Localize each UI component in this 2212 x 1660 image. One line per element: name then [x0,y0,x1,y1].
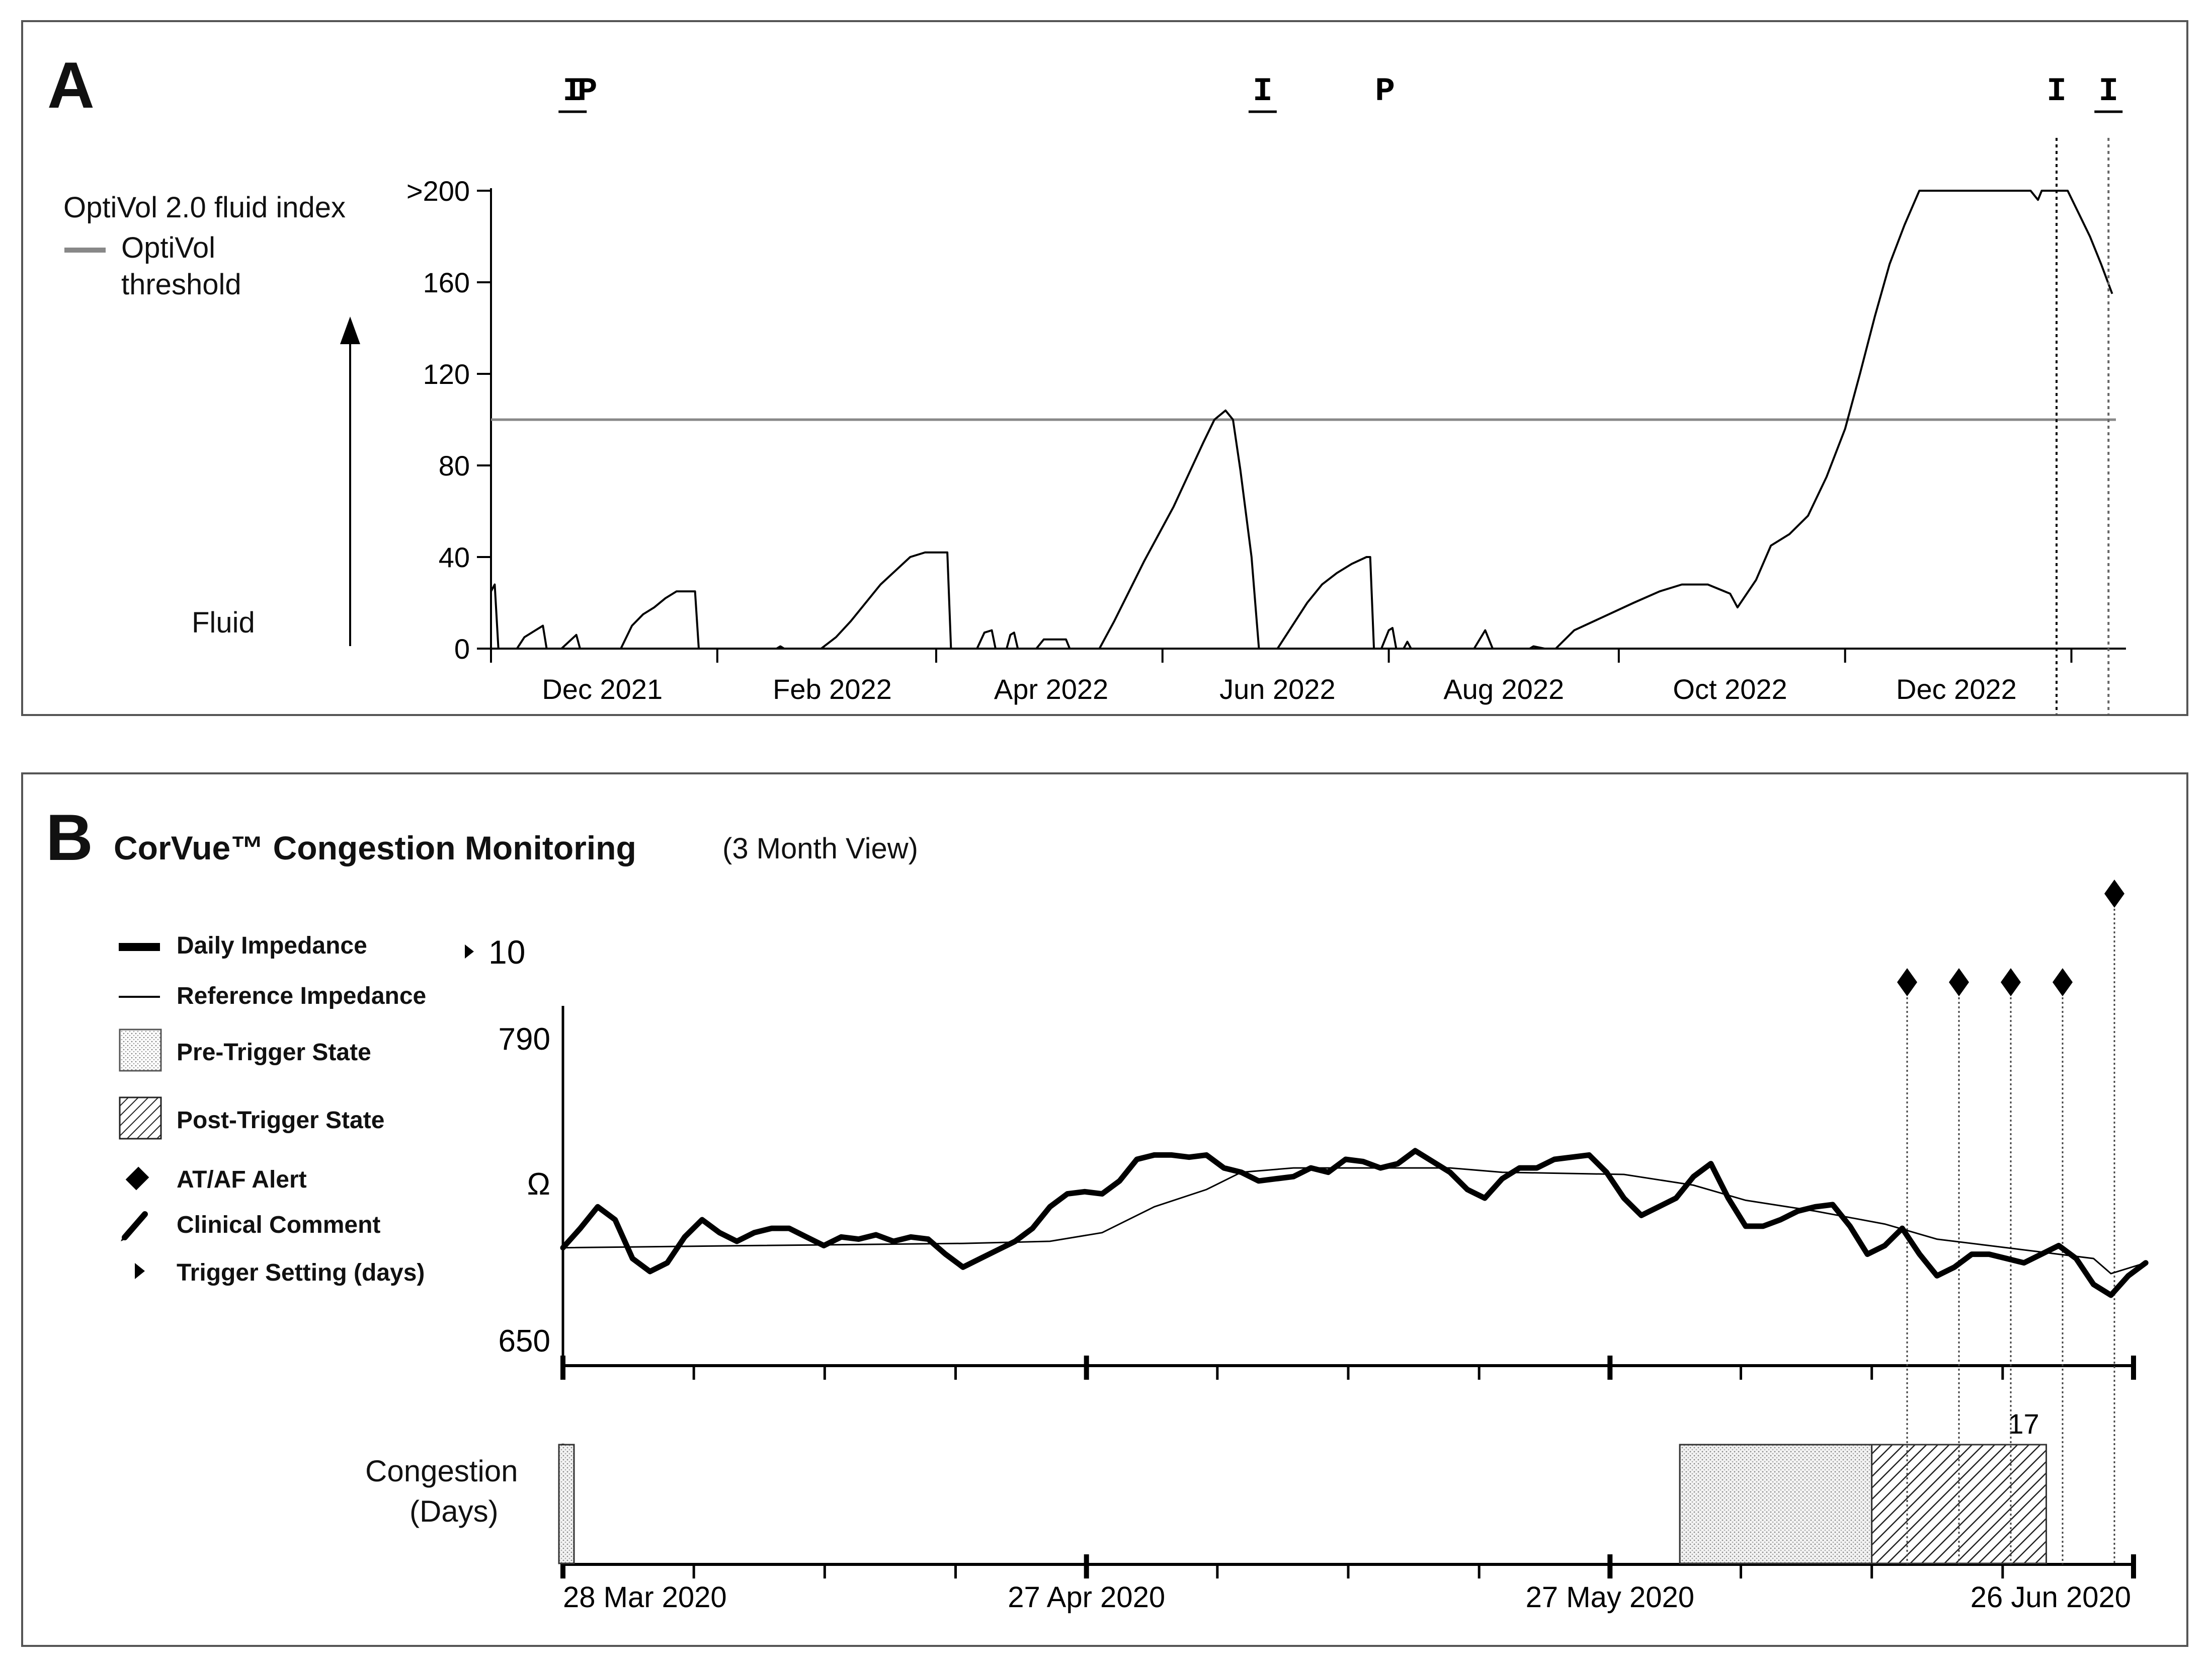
event-marker-label: I [562,72,583,110]
x-tick-label: 26 Jun 2020 [1971,1581,2131,1614]
panel-a: A OptiVol 2.0 fluid index OptiVol thresh… [21,20,2188,716]
x-tick-label: Oct 2022 [1673,673,1787,705]
fluid-index-line [490,190,2113,650]
panel-b-letter: B [46,801,93,874]
event-marker-label: P [1375,72,1395,110]
legend-threshold-label-1: OptiVol [121,231,215,264]
at-af-alert-marker [2104,880,2124,908]
legend-label: Post-Trigger State [177,1107,385,1134]
legend-reference-impedance: Reference Impedance [119,978,491,1018]
event-marker-label: I [2046,72,2067,110]
at-af-alert-marker [2001,968,2021,996]
at-af-alert-marker [1897,968,1917,996]
legend-pre-trigger: Pre-Trigger State [119,1029,491,1079]
reference-impedance-line [562,1167,2146,1275]
optivol-chart: 0 40 80 120 160 >200 Dec 2021 Feb 2022 Apr 2022 J… [340,72,2126,714]
legend-threshold-swatch [64,248,106,253]
x-tick-label: Aug 2022 [1443,673,1564,705]
y-tick-label: 0 [454,633,470,665]
hatched-box-icon [119,1096,162,1140]
y-axis-label: Ω [527,1167,550,1202]
x-tick-label: Dec 2022 [1896,673,2017,705]
legend-clinical-comment: Clinical Comment [119,1207,491,1247]
x-tick-label: 27 Apr 2020 [1008,1581,1165,1614]
fluid-arrow-label: Fluid [192,606,255,639]
event-marker-label: I [1253,72,1273,110]
x-tick-label: Feb 2022 [773,673,892,705]
legend-threshold-label-2: threshold [121,268,241,301]
congestion-label-1: Congestion [365,1454,518,1488]
x-tick-label: Dec 2021 [542,673,663,705]
pre-trigger-bar [1679,1444,1873,1564]
legend-label: Daily Impedance [177,932,367,959]
panel-b: B CorVue™ Congestion Monitoring (3 Month… [21,772,2188,1647]
corvue-chart: 790 650 Ω 10 28 Mar 2020 27 Apr 2020 27 May 20… [465,880,2149,1614]
congestion-label-2: (Days) [409,1494,499,1528]
panel-b-subtitle: (3 Month View) [722,832,918,865]
thin-line-icon [119,996,160,998]
event-marker-label: P [578,72,598,110]
x-tick-label: 27 May 2020 [1526,1581,1694,1614]
trigger-setting-marker [465,944,474,959]
legend-trigger-setting: Trigger Setting (days) [119,1255,491,1295]
y-tick-label: 120 [423,358,470,390]
legend-label: Trigger Setting (days) [177,1259,425,1286]
legend-post-trigger: Post-Trigger State [119,1096,491,1147]
x-tick-label: 28 Mar 2020 [563,1581,727,1614]
y-tick-label: 80 [439,450,470,482]
panel-a-letter: A [47,48,95,122]
pencil-icon [121,1211,148,1241]
panel-b-title: CorVue™ Congestion Monitoring [114,829,636,866]
legend-label: AT/AF Alert [177,1166,307,1193]
legend-label: Pre-Trigger State [177,1039,371,1066]
event-marker-label: I [2098,72,2118,110]
x-tick-label: Jun 2022 [1219,673,1335,705]
daily-impedance-line [560,1148,2149,1298]
legend-at-af-alert: AT/AF Alert [119,1162,491,1202]
legend-label: Reference Impedance [177,983,427,1009]
y-tick-label: 790 [499,1022,550,1057]
y-tick-label: 650 [499,1324,550,1359]
pre-trigger-bar [558,1444,575,1564]
congestion-count: 17 [2008,1408,2039,1440]
y-tick-label: >200 [406,175,470,207]
thick-line-icon [119,943,160,951]
y-tick-label: 40 [439,541,470,573]
dotted-box-icon [119,1029,162,1072]
at-af-alert-marker [1949,968,1969,996]
legend-title: OptiVol 2.0 fluid index [63,191,346,224]
legend-label: Clinical Comment [177,1212,381,1238]
legend-daily-impedance: Daily Impedance [119,928,491,968]
triangle-icon [135,1263,145,1279]
trigger-setting-value: 10 [488,933,525,971]
at-af-alert-marker [2053,968,2073,996]
x-tick-label: Apr 2022 [994,673,1108,705]
y-tick-label: 160 [423,267,470,298]
arrow-head [340,317,360,344]
